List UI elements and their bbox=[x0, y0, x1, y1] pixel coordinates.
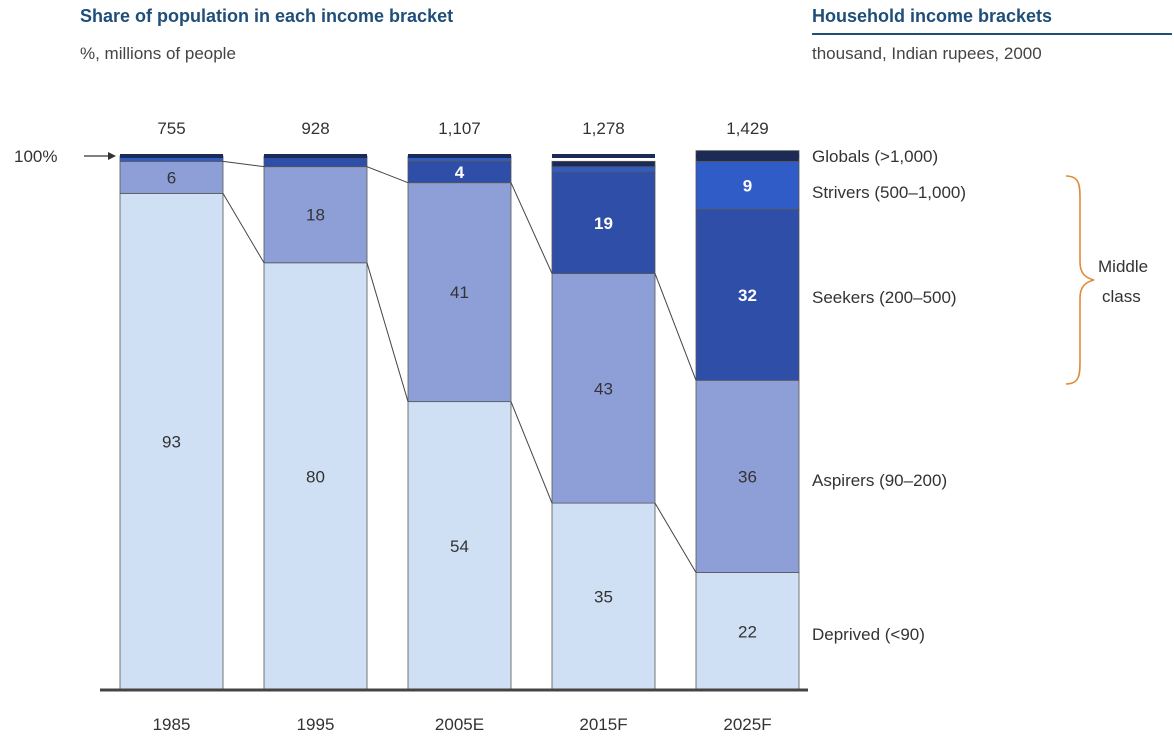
bar-segment bbox=[263, 166, 368, 264]
data-label: 4 bbox=[455, 163, 465, 182]
bar-segment bbox=[551, 160, 656, 168]
connector-line bbox=[222, 160, 265, 168]
data-label: 18 bbox=[306, 206, 325, 225]
bar-segment bbox=[551, 273, 656, 504]
total-label: 1,107 bbox=[438, 119, 481, 138]
connector-line bbox=[366, 262, 409, 402]
total-label: 1,278 bbox=[582, 119, 625, 138]
bar-segment bbox=[695, 379, 800, 573]
legend-label: Deprived (<90) bbox=[812, 625, 925, 644]
category-label: 1985 bbox=[153, 715, 191, 734]
bar-segment bbox=[695, 572, 800, 691]
data-label: 9 bbox=[743, 176, 752, 195]
category-label: 2025F bbox=[723, 715, 771, 734]
bar-top-cap bbox=[264, 154, 367, 158]
connector-line bbox=[510, 182, 553, 274]
data-label: 54 bbox=[450, 537, 469, 556]
legend-subtitle: thousand, Indian rupees, 2000 bbox=[812, 44, 1042, 63]
total-label: 1,429 bbox=[726, 119, 769, 138]
bar-segment bbox=[263, 262, 368, 691]
bar-top-cap bbox=[696, 154, 799, 158]
legend-label: Seekers (200–500) bbox=[812, 288, 957, 307]
data-label: 6 bbox=[167, 168, 176, 187]
data-label: 19 bbox=[594, 214, 613, 233]
data-label: 80 bbox=[306, 467, 325, 486]
data-label: 32 bbox=[738, 286, 757, 305]
total-label: 755 bbox=[157, 119, 185, 138]
legend-title: Household income brackets bbox=[812, 6, 1172, 35]
bar-segment bbox=[119, 160, 224, 194]
ref-arrow-head bbox=[108, 152, 116, 160]
bar-top-cap bbox=[552, 154, 655, 158]
ref-label: 100% bbox=[14, 147, 57, 166]
chart-subtitle: %, millions of people bbox=[80, 44, 236, 63]
category-label: 2015F bbox=[579, 715, 627, 734]
connector-line bbox=[654, 273, 697, 381]
bar-segment bbox=[551, 166, 656, 173]
data-label: 22 bbox=[738, 622, 757, 641]
connector-line bbox=[222, 193, 265, 264]
bar-segment bbox=[407, 182, 512, 403]
bracket-label: class bbox=[1102, 287, 1141, 306]
total-label: 928 bbox=[301, 119, 329, 138]
category-label: 1995 bbox=[297, 715, 335, 734]
bar-segment bbox=[695, 160, 800, 210]
chart-title: Share of population in each income brack… bbox=[80, 6, 454, 26]
data-label: 41 bbox=[450, 283, 469, 302]
data-label: 43 bbox=[594, 379, 613, 398]
data-label: 93 bbox=[162, 433, 181, 452]
middle-class-bracket bbox=[1065, 175, 1095, 385]
bracket-label: Middle bbox=[1098, 257, 1148, 276]
bar-segment bbox=[407, 401, 512, 691]
bar-segment bbox=[551, 171, 656, 274]
data-label: 35 bbox=[594, 588, 613, 607]
connector-line bbox=[510, 401, 553, 504]
legend-label: Strivers (500–1,000) bbox=[812, 183, 966, 202]
bar-top-cap bbox=[120, 154, 223, 158]
connector-line bbox=[366, 166, 409, 184]
data-label: 36 bbox=[738, 467, 757, 486]
bar-top-cap bbox=[408, 154, 511, 158]
legend-label: Aspirers (90–200) bbox=[812, 471, 947, 490]
bar-segment bbox=[695, 208, 800, 381]
legend-label: Globals (>1,000) bbox=[812, 147, 938, 166]
connector-line bbox=[654, 502, 697, 573]
category-label: 2005E bbox=[435, 715, 484, 734]
